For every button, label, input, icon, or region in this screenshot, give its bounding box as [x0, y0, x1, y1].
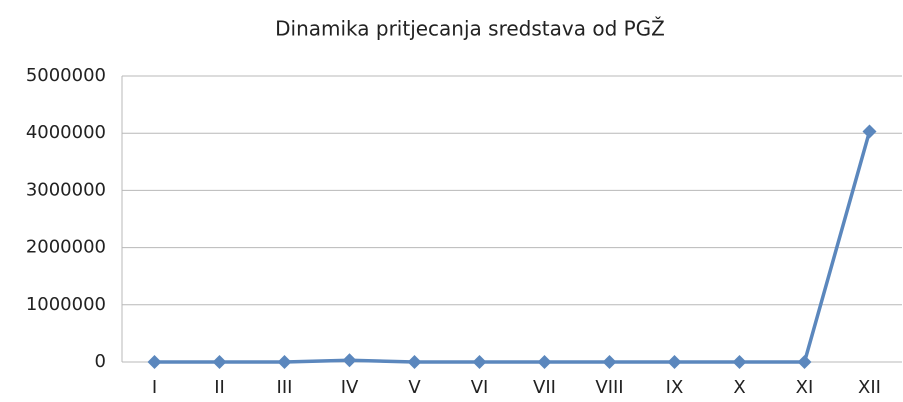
x-tick-label: XI [796, 377, 814, 398]
data-point [407, 355, 422, 369]
data-point [342, 353, 357, 368]
data-point [472, 355, 487, 369]
data-point [277, 355, 292, 369]
data-point [862, 124, 877, 139]
chart-title: Dinamika pritjecanja sredstava od PGŽ [275, 17, 665, 41]
y-tick-label: 3000000 [26, 179, 106, 200]
x-tick-label: II [214, 377, 225, 398]
data-point [147, 355, 162, 369]
x-tick-label: XII [858, 377, 881, 398]
y-tick-label: 1000000 [26, 294, 106, 315]
data-point [667, 355, 682, 369]
y-tick-label: 0 [95, 351, 106, 372]
x-tick-label: VIII [595, 377, 623, 398]
x-tick-label: I [152, 377, 157, 398]
x-tick-label: V [408, 377, 421, 398]
data-point [537, 355, 552, 369]
series-line [154, 131, 872, 364]
y-tick-label: 4000000 [26, 122, 106, 143]
x-tick-label: III [277, 377, 293, 398]
x-tick-label: IV [341, 377, 359, 398]
data-point [732, 355, 747, 369]
y-tick-label: 2000000 [26, 237, 106, 258]
x-tick-label: X [733, 377, 745, 398]
data-point [797, 355, 812, 369]
y-tick-label: 5000000 [26, 65, 106, 86]
data-point [212, 355, 227, 369]
x-tick-label: VII [533, 377, 556, 398]
data-point [602, 355, 617, 369]
x-tick-label: IX [666, 377, 684, 398]
x-tick-label: VI [471, 377, 489, 398]
